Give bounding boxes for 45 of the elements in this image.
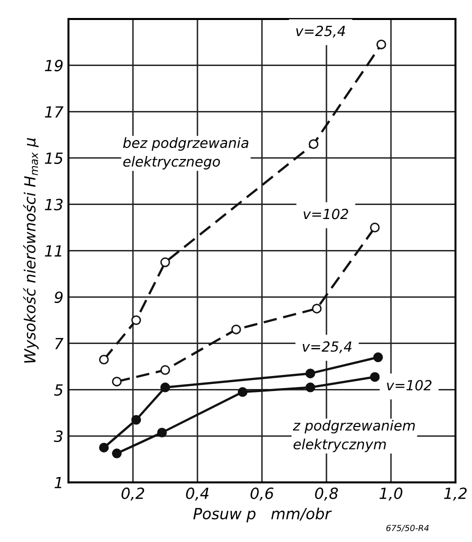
y-tick-label: 19 [44, 60, 63, 72]
point [160, 382, 170, 392]
point [112, 376, 122, 386]
series-label: v=102 [304, 208, 348, 220]
text: v=25,4 [296, 26, 345, 38]
y-tick-label: 17 [44, 106, 64, 118]
y-tick-label: 11 [44, 245, 62, 256]
point [131, 414, 142, 425]
x-tick-label: 0,8 [315, 488, 338, 501]
point [370, 222, 380, 232]
x-tick-label: 0,2 [122, 488, 144, 501]
x-tick-label: 0,6 [250, 488, 274, 501]
y-tick-label: 13 [44, 198, 63, 210]
point [99, 354, 109, 364]
y-axis-title: Wysokość nierówności H$_{max}$ μ [23, 138, 39, 363]
text: 675/50-R4 [386, 524, 429, 532]
x-axis-title: Posuw p mm/obr [193, 508, 332, 522]
point [305, 382, 316, 392]
point [373, 352, 383, 362]
series-label: v=102 [386, 380, 432, 390]
y-tick-label: 1 [54, 477, 62, 488]
point [131, 315, 142, 326]
point [238, 387, 248, 397]
point [160, 257, 170, 268]
annotation: z podgrzewaniem elektrycznym [292, 420, 415, 452]
point [305, 368, 316, 378]
x-tick-label: 0,4 [186, 488, 209, 501]
annotation: bez podgrzewania elektrycznego [123, 137, 248, 170]
series-label: v=25,4 [302, 341, 352, 354]
x-tick-label: 1,0 [380, 488, 402, 501]
point [231, 324, 242, 334]
y-tick-label: 15 [44, 152, 63, 164]
point [99, 442, 109, 452]
point [370, 372, 380, 382]
x-tick-label: 1,2 [444, 488, 467, 501]
point [112, 448, 122, 458]
point [157, 428, 167, 438]
y-tick-label: 9 [54, 291, 63, 304]
point [308, 139, 318, 149]
y-tick-label: 7 [55, 338, 64, 350]
y-tick-label: 3 [54, 430, 63, 442]
point [376, 40, 386, 50]
point [312, 304, 322, 314]
point [160, 365, 170, 375]
y-tick-label: 5 [54, 384, 63, 396]
